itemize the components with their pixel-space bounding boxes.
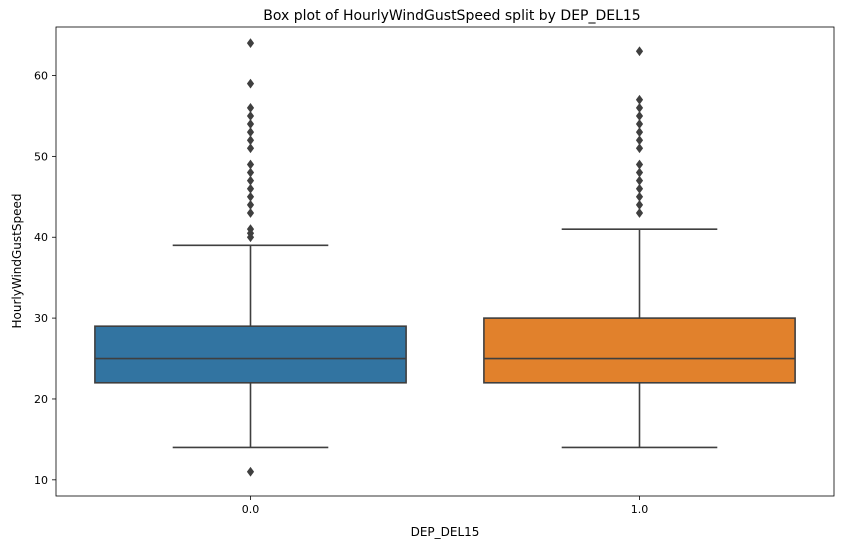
outlier-point — [635, 143, 644, 154]
y-tick-label: 30 — [34, 312, 48, 325]
outlier-point — [246, 183, 255, 194]
outlier-point — [246, 466, 255, 477]
outlier-point — [635, 103, 644, 113]
chart-title: Box plot of HourlyWindGustSpeed split by… — [263, 8, 640, 24]
outlier-point — [635, 135, 644, 146]
box-group-1.0 — [483, 46, 796, 449]
outlier-point — [635, 94, 644, 105]
y-tick-label: 20 — [34, 393, 48, 406]
outlier-point — [246, 143, 255, 154]
y-axis-label: HourlyWindGustSpeed — [10, 194, 24, 329]
outlier-point — [635, 46, 644, 57]
outlier-point — [246, 103, 255, 113]
outlier-point — [635, 159, 644, 170]
outlier-point — [635, 119, 644, 129]
outlier-point — [246, 119, 255, 129]
outlier-point — [635, 167, 644, 178]
x-tick-label: 1.0 — [631, 503, 649, 516]
outlier-point — [246, 135, 255, 146]
x-axis: 0.0 1.0 — [242, 496, 649, 516]
outlier-point — [246, 159, 255, 170]
y-tick-label: 40 — [34, 231, 48, 244]
outlier-point — [246, 78, 255, 89]
iqr-box — [483, 317, 796, 384]
y-tick-label: 60 — [34, 70, 48, 83]
outlier-point — [635, 191, 644, 202]
box-group-0.0 — [94, 38, 407, 477]
x-axis-label: DEP_DEL15 — [411, 525, 480, 539]
outlier-point — [635, 200, 644, 210]
outlier-point — [635, 111, 644, 121]
y-tick-label: 50 — [34, 150, 48, 163]
y-axis: 10 20 30 40 50 60 — [34, 70, 56, 487]
y-tick-label: 10 — [34, 474, 48, 487]
x-tick-label: 0.0 — [242, 503, 260, 516]
outlier-point — [246, 167, 255, 178]
outlier-point — [246, 191, 255, 202]
outlier-point — [635, 175, 644, 186]
outlier-point — [635, 208, 644, 218]
iqr-box — [94, 325, 407, 384]
boxes-layer — [94, 38, 796, 477]
outlier-point — [635, 127, 644, 137]
outlier-point — [246, 175, 255, 186]
outlier-point — [246, 208, 255, 218]
outlier-point — [635, 183, 644, 194]
outlier-point — [246, 38, 255, 49]
plot-frame — [55, 26, 835, 497]
outlier-point — [246, 200, 255, 210]
outlier-point — [246, 127, 255, 137]
outlier-point — [246, 111, 255, 121]
outlier-point — [246, 224, 255, 235]
